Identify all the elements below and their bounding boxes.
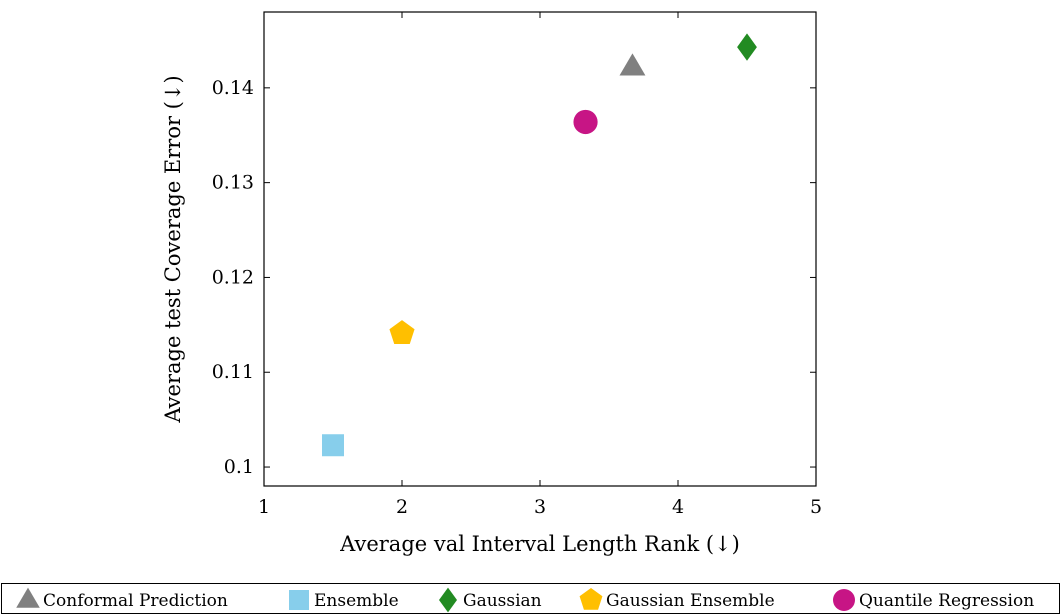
legend-label-gaussian: Gaussian [463, 591, 542, 611]
y-tick-label: 0.14 [212, 77, 254, 99]
y-tick-label: 0.11 [212, 361, 254, 383]
x-tick-label: 1 [258, 496, 270, 518]
legend-marker-conformal-prediction [16, 587, 40, 608]
y-tick-label: 0.13 [212, 172, 254, 194]
x-tick-label: 3 [534, 496, 546, 518]
plot-area [263, 11, 817, 487]
legend: Conformal Prediction Ensemble Gaussian Gaus… [1, 583, 1060, 614]
data-point-ensemble [322, 434, 344, 457]
data-point-quantile-regression [573, 109, 598, 135]
y-axis: 0.1 0.11 0.12 0.13 0.14 [212, 77, 816, 478]
legend-label-conformal-prediction: Conformal Prediction [43, 591, 228, 611]
y-tick-label: 0.1 [224, 456, 254, 478]
legend-marker-gaussian [439, 587, 457, 613]
legend-marker-ensemble [289, 590, 309, 610]
x-axis: 1 2 3 4 5 [258, 12, 822, 518]
legend-label-gaussian-ensemble: Gaussian Ensemble [606, 591, 775, 611]
y-tick-label: 0.12 [212, 266, 254, 288]
x-tick-label: 4 [672, 496, 684, 518]
legend-label-quantile-regression: Quantile Regression [859, 591, 1034, 611]
data-point-gaussian [737, 33, 757, 61]
data-point-conformal-prediction [619, 53, 646, 76]
x-axis-label: Average val Interval Length Rank (↓) [339, 532, 740, 556]
y-axis-label: Average test Coverage Error (↓) [161, 75, 185, 423]
data-point-gaussian-ensemble [389, 320, 415, 345]
legend-box [1, 583, 1060, 614]
legend-marker-quantile-regression [833, 589, 855, 611]
legend-label-ensemble: Ensemble [314, 591, 399, 611]
x-tick-label: 2 [396, 496, 408, 518]
plot-frame [263, 11, 817, 487]
x-tick-label: 5 [810, 496, 822, 518]
legend-marker-gaussian-ensemble [579, 588, 603, 610]
data-points [322, 33, 757, 457]
